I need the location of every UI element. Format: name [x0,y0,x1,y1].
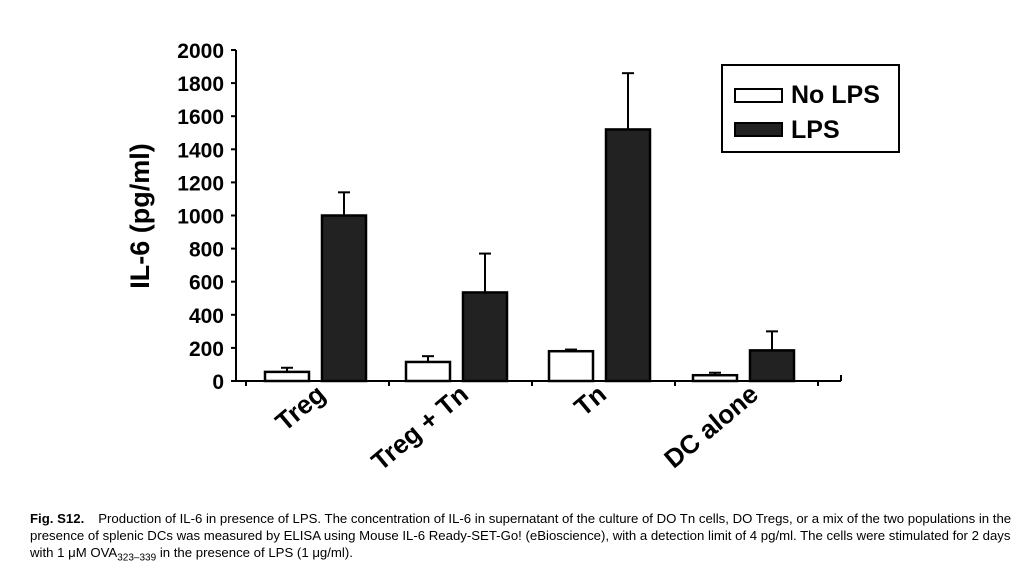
bar-lps-2 [604,128,652,383]
legend-swatch-no-lps [734,88,783,103]
category-label-2: Tn [568,379,612,422]
bar-lps-0 [320,214,368,383]
y-tick-label: 1200 [177,172,224,195]
bar-chart: 0 200 400 600 800 1000 1200 1400 1600 1800 2000 Tre… [125,40,900,477]
legend-label-no-lps: No LPS [791,81,880,109]
bar-lps-1 [461,291,509,383]
y-tick-label: 1000 [177,206,224,229]
legend: No LPS LPS [721,64,900,153]
caption-subscript: 323–339 [117,552,157,564]
category-label-1: Treg + Tn [365,379,473,477]
y-tick-label: 600 [189,272,224,295]
y-tick-label: 800 [189,239,224,262]
y-tick-label: 1600 [177,106,224,129]
category-label-3: DC alone [658,379,764,474]
caption-text-end: in the presence of LPS (1 μg/ml). [156,545,353,560]
bar-no-lps-1 [404,360,452,383]
bar-no-lps-3 [691,373,739,383]
y-tick-label: 2000 [177,40,224,63]
y-tick-label: 0 [212,371,224,394]
legend-swatch-lps [734,122,783,137]
legend-label-lps: LPS [791,116,840,144]
legend-box [721,64,900,153]
figure-caption: Fig. S12. Production of IL-6 in presence … [30,510,1020,567]
caption-label: Fig. S12. [30,511,85,526]
y-tick-label: 200 [189,338,224,361]
bar-no-lps-2 [547,349,595,383]
bar-no-lps-0 [263,370,311,383]
y-axis-label: IL-6 (pg/ml) [125,143,155,288]
chart-bars [263,72,796,383]
y-tick-label: 1400 [177,139,224,162]
category-label-0: Treg [270,379,331,437]
caption-text: Production of IL-6 in presence of LPS. T… [30,511,1012,560]
y-tick-label: 1800 [177,73,224,96]
bar-lps-3 [748,349,796,383]
y-tick-label: 400 [189,305,224,328]
